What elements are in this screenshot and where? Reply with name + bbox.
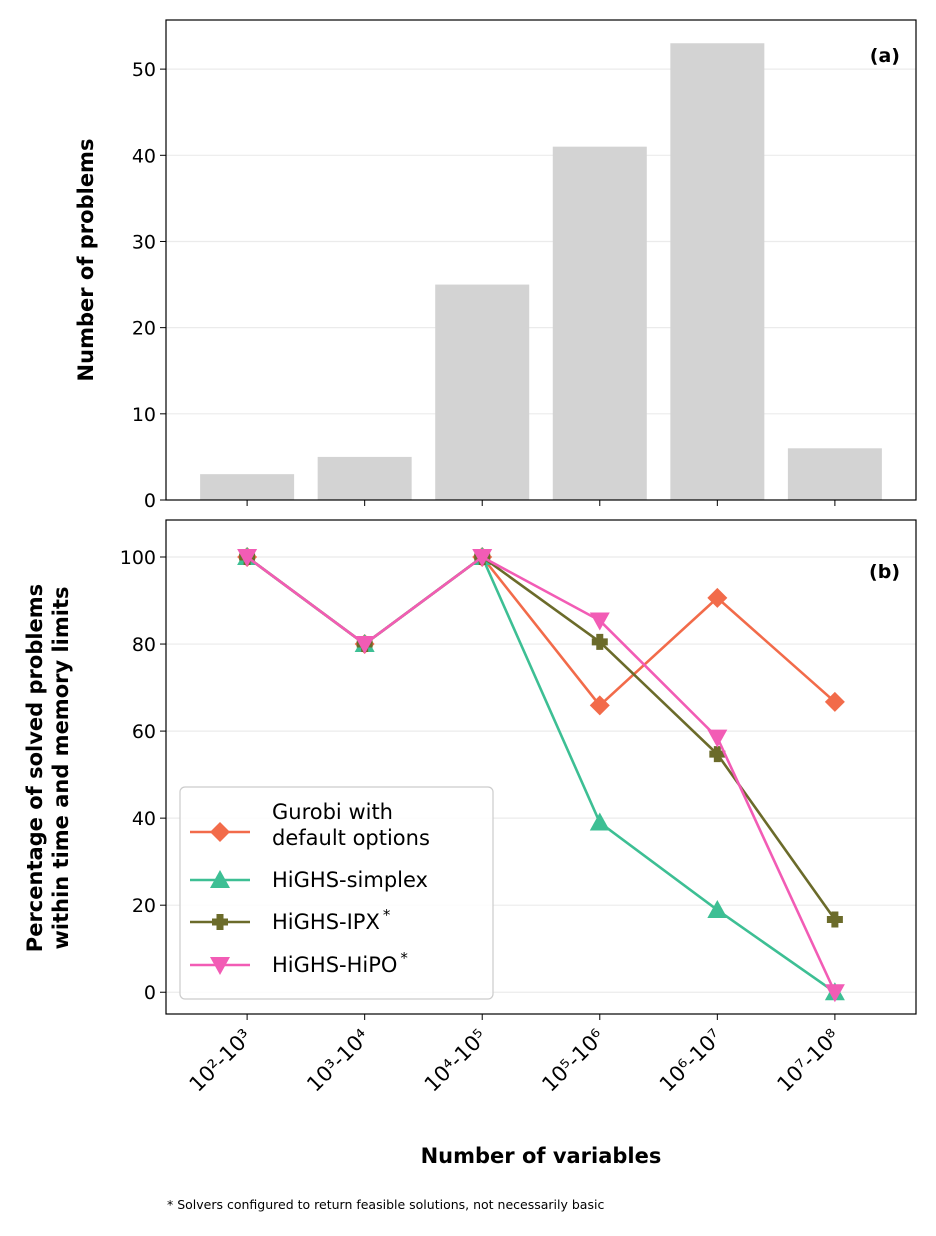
- panel-label-a: (a): [870, 45, 900, 67]
- data-point: [589, 612, 610, 631]
- y-axis-label-b-line2: within time and memory limits: [49, 587, 73, 950]
- y-tick-label-a: 0: [144, 490, 156, 512]
- data-point: [707, 587, 728, 608]
- x-tick-label: 10⁶-10⁷: [655, 1025, 727, 1097]
- bar: [435, 284, 530, 500]
- x-axis-label: Number of variables: [421, 1144, 662, 1168]
- axes-frame-b: [165, 519, 917, 1015]
- y-tick-label-a: 50: [132, 59, 156, 81]
- series-line: [246, 555, 837, 993]
- y-tick-label-a: 20: [132, 318, 156, 340]
- data-point: [824, 691, 845, 712]
- data-point: [589, 812, 610, 831]
- legend-label: HiGHS-HiPO *: [272, 949, 408, 977]
- data-point: [589, 695, 610, 716]
- x-tick-label: 10⁴-10⁵: [420, 1025, 492, 1097]
- y-tick-label-b: 0: [144, 982, 156, 1004]
- bar: [200, 474, 295, 500]
- legend-marker-plus-icon: [212, 914, 228, 930]
- y-axis-label-b-line1: Percentage of solved problems: [23, 584, 47, 952]
- x-tick-label: 10⁵-10⁶: [537, 1025, 609, 1097]
- legend-label: default options: [272, 826, 430, 850]
- series-highs-hipo-: [237, 548, 845, 1003]
- legend-label: HiGHS-simplex: [272, 868, 428, 892]
- legend-marker-triangle-up-icon: [210, 870, 230, 888]
- legend-box: [179, 786, 494, 1000]
- legend-marker-triangle-down-icon: [210, 957, 230, 975]
- bar: [787, 448, 882, 500]
- legend-item: HiGHS-HiPO *: [190, 949, 408, 977]
- y-tick-label-b: 40: [132, 808, 156, 830]
- data-point: [354, 636, 375, 655]
- y-tick-label-a: 30: [132, 231, 156, 253]
- data-point: [707, 729, 728, 748]
- data-point: [237, 548, 258, 567]
- data-point: [826, 911, 843, 928]
- footnote: * Solvers configured to return feasible …: [167, 1197, 604, 1212]
- y-tick-label-b: 20: [132, 895, 156, 917]
- data-point: [707, 899, 728, 918]
- axes-frame-a: [165, 19, 917, 501]
- data-point: [472, 548, 493, 567]
- legend-item: HiGHS-IPX *: [190, 906, 391, 934]
- data-point: [591, 633, 608, 650]
- x-tick-label: 10³-10⁴: [302, 1025, 374, 1097]
- legend-label: Gurobi with: [272, 800, 393, 824]
- x-tick-label: 10²-10³: [185, 1025, 257, 1097]
- y-tick-label-b: 60: [132, 721, 156, 743]
- series-line: [246, 555, 836, 708]
- data-point: [824, 984, 845, 1003]
- bar: [317, 456, 412, 500]
- y-tick-label-a: 40: [132, 145, 156, 167]
- y-tick-label-b: 80: [132, 634, 156, 656]
- data-point: [709, 746, 726, 763]
- y-tick-label-b: 100: [120, 547, 156, 569]
- x-tick-label: 10⁷-10⁸: [772, 1025, 844, 1097]
- y-axis-label-a: Number of problems: [74, 139, 98, 382]
- legend-label: HiGHS-IPX *: [272, 906, 391, 934]
- legend-item: HiGHS-simplex: [190, 868, 428, 892]
- bar: [552, 146, 647, 500]
- legend-marker-diamond-icon: [210, 822, 230, 842]
- bar: [670, 43, 765, 500]
- y-tick-label-a: 10: [132, 404, 156, 426]
- panel-label-b: (b): [869, 561, 900, 583]
